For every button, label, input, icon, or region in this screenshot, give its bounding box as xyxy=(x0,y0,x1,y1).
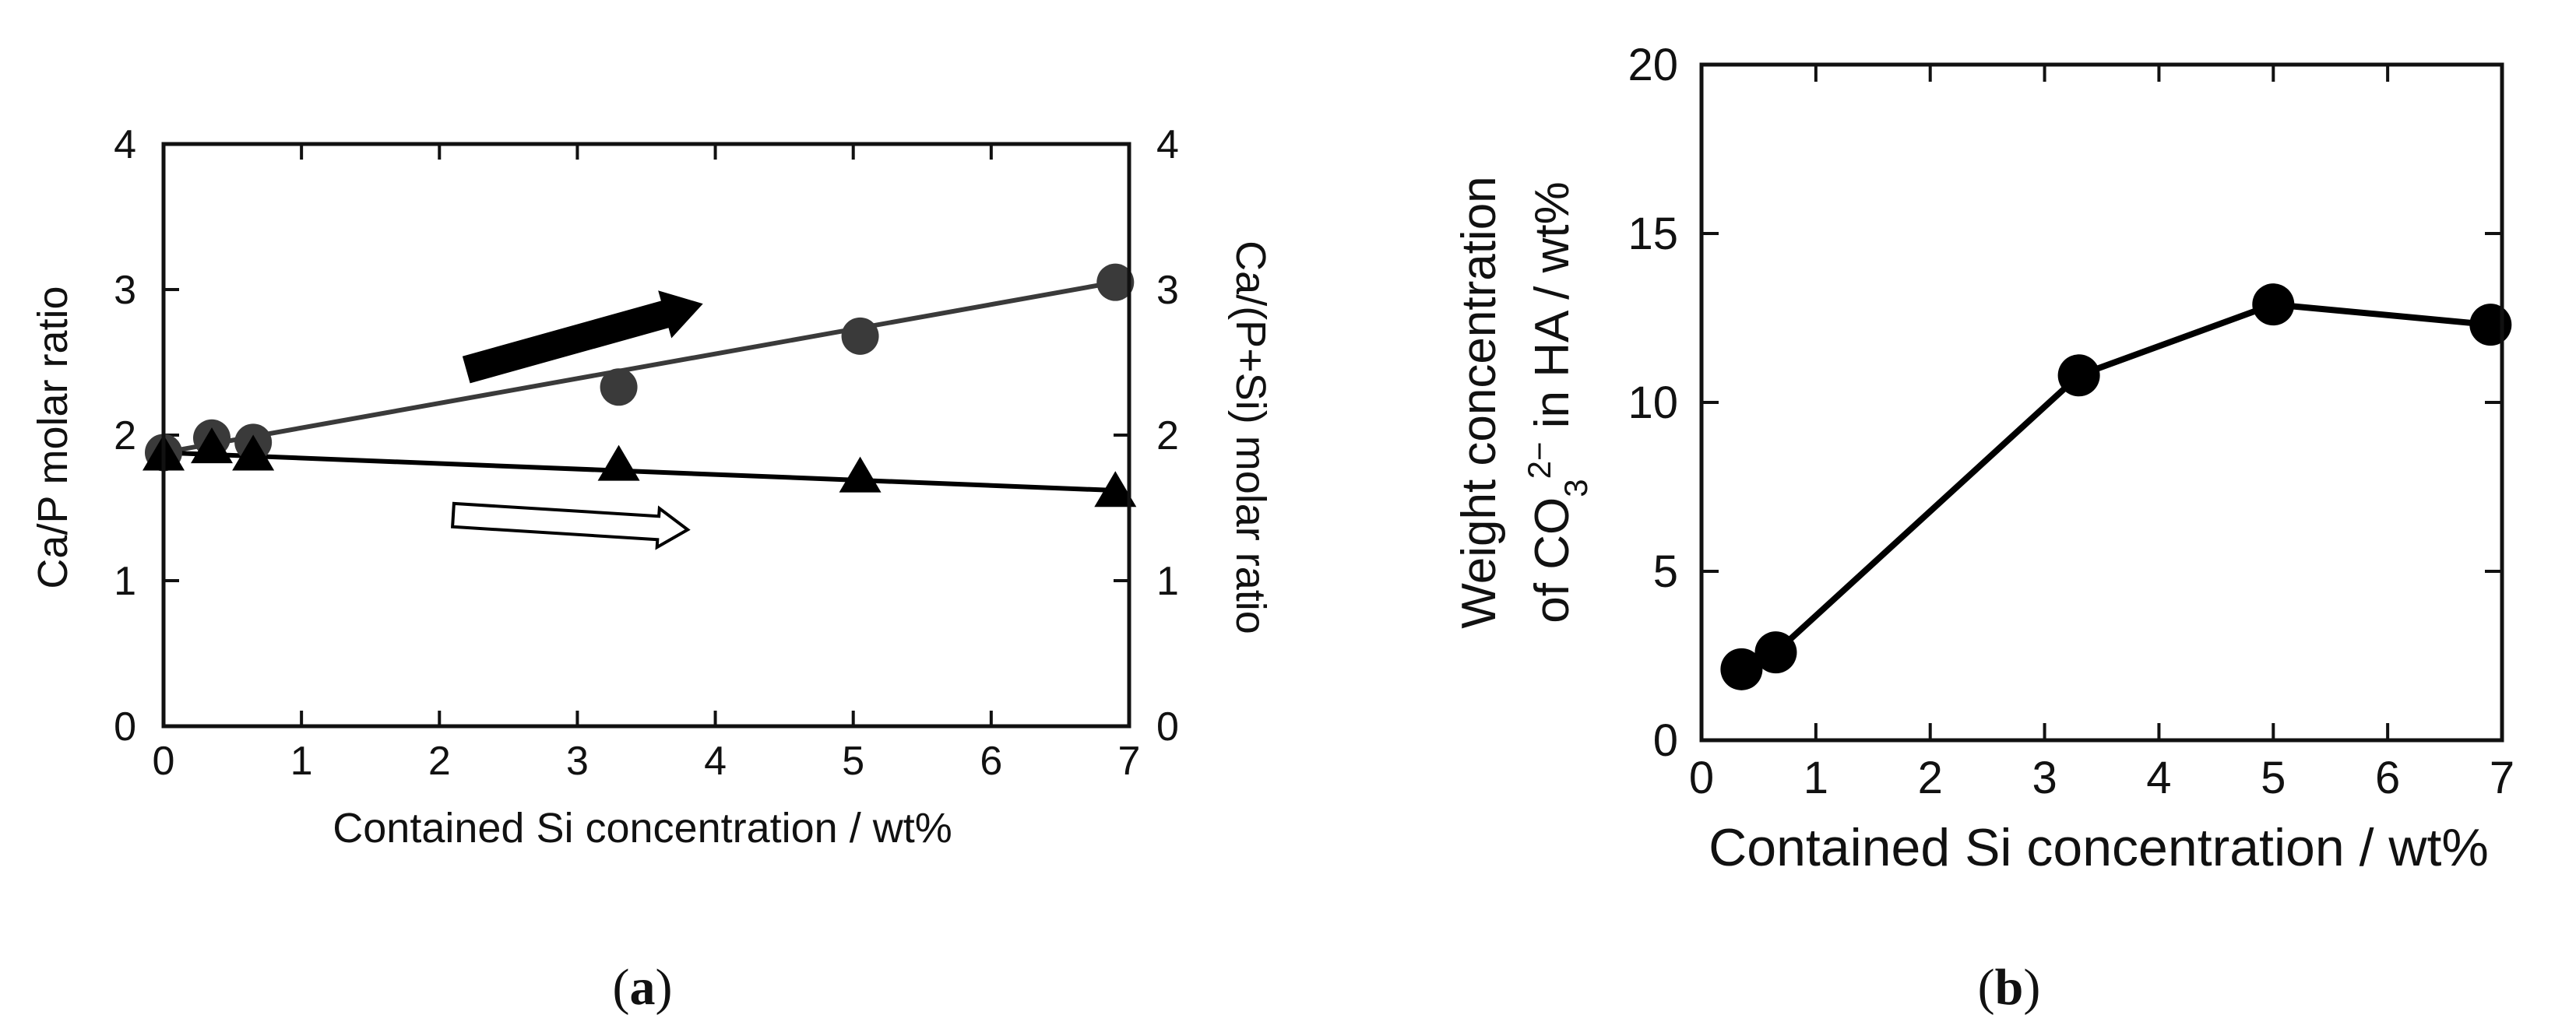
panel-b-point xyxy=(1720,648,1763,690)
panel-b-y-tick-label: 5 xyxy=(1653,546,1678,597)
panel-a-x-tick-label: 3 xyxy=(566,739,589,784)
panel-a-hollow-arrow xyxy=(450,501,691,550)
panel-b-x-tick-label: 6 xyxy=(2375,753,2400,803)
panel-b-markers xyxy=(1720,283,2512,690)
panel-a-right-y-tick-label: 2 xyxy=(1156,413,1179,458)
panel-a-x-tick-label: 6 xyxy=(980,739,1002,784)
panel-b-x-axis-label: Contained Si concentration / wt% xyxy=(1709,818,2489,877)
panel-a-right-y-tick-label: 0 xyxy=(1156,704,1179,750)
panel-b-point xyxy=(1754,631,1797,674)
panel-b-point xyxy=(2469,304,2512,346)
panel-b-ticks xyxy=(1700,63,2504,742)
panel-a-plot-frame xyxy=(161,142,1131,729)
panel-b: 0 1 2 3 4 5 6 7 0 5 10 15 20 Contained Si concentrat… xyxy=(1452,40,2514,1016)
panel-b-x-tick-label: 2 xyxy=(1918,753,1943,803)
panel-a-left-y-tick-label: 3 xyxy=(114,268,136,313)
panel-b-point xyxy=(2057,354,2100,397)
panel-a-x-tick-label: 2 xyxy=(428,739,451,784)
panel-a-left-y-tick-label: 0 xyxy=(114,704,136,750)
panel-a-filled-arrow xyxy=(462,290,703,384)
panel-b-x-tick-label: 1 xyxy=(1804,753,1828,803)
panel-b-y-tick-label: 0 xyxy=(1653,715,1678,766)
panel-b-x-tick-label: 0 xyxy=(1689,753,1714,803)
panel-a-x-tick-label: 7 xyxy=(1118,739,1141,784)
panel-b-series-line xyxy=(1740,301,2491,673)
panel-a-ca-p-point xyxy=(600,368,638,406)
panel-a-left-y-tick-label: 4 xyxy=(114,122,136,167)
panel-b-label: (b) xyxy=(1978,959,2041,1016)
panel-a-ca-p-si-fit-line xyxy=(163,450,1116,493)
panel-a-arrows xyxy=(450,290,703,550)
panel-a-ca-p-si-point xyxy=(839,456,882,493)
panel-b-tick-labels: 0 1 2 3 4 5 6 7 0 5 10 15 20 xyxy=(1628,40,2514,803)
panel-a-ca-p-point xyxy=(1096,263,1135,301)
panel-a-fit-lines xyxy=(163,279,1116,493)
panel-a-ca-p-si-point xyxy=(1094,471,1137,507)
panel-b-y-tick-label: 15 xyxy=(1628,209,1678,259)
panel-a-right-y-tick-label: 3 xyxy=(1156,268,1179,313)
panel-a-markers xyxy=(143,263,1137,507)
panel-a-right-y-tick-label: 1 xyxy=(1156,559,1179,604)
panel-a-ca-p-si-point xyxy=(232,434,275,471)
panel-b-y-tick-label: 20 xyxy=(1628,40,1678,90)
panel-b-plot-frame xyxy=(1699,62,2504,743)
panel-b-y-axis-label-line2: of CO32− in HA / wt% xyxy=(1521,181,1594,623)
panel-a-x-tick-label: 0 xyxy=(153,739,175,784)
panel-a-ca-p-si-point xyxy=(597,444,640,481)
panel-a-x-tick-label: 1 xyxy=(290,739,313,784)
panel-a-x-tick-label: 4 xyxy=(704,739,727,784)
panel-a-left-y-tick-label: 2 xyxy=(114,413,136,458)
panel-a-ticks xyxy=(162,142,1131,728)
panel-a-label: (a) xyxy=(613,959,673,1016)
panel-a-ca-p-point xyxy=(841,317,879,355)
panel-a-left-y-tick-label: 1 xyxy=(114,559,136,604)
panel-a-right-y-tick-label: 4 xyxy=(1156,122,1179,167)
panel-a-x-axis-label: Contained Si concentration / wt% xyxy=(333,805,952,852)
panel-b-y-axis-label-line1: Weight concentration xyxy=(1452,176,1506,628)
panel-b-x-tick-label: 3 xyxy=(2032,753,2057,803)
panel-a-left-y-axis-label: Ca/P molar ratio xyxy=(30,286,76,588)
panel-a-ca-p-fit-line xyxy=(163,279,1116,455)
panel-a-right-y-axis-label: Ca/(P+Si) molar ratio xyxy=(1227,241,1274,634)
panel-b-y-axis-label: Weight concentration of CO32− in HA / wt… xyxy=(1452,176,1594,628)
panel-b-x-tick-label: 4 xyxy=(2146,753,2171,803)
panel-b-line xyxy=(1740,301,2491,673)
panel-b-x-tick-label: 5 xyxy=(2261,753,2286,803)
panel-a-ca-p-si-point xyxy=(191,427,233,464)
panel-b-x-tick-label: 7 xyxy=(2490,753,2514,803)
panel-a-x-tick-label: 5 xyxy=(842,739,864,784)
panel-b-y-tick-label: 10 xyxy=(1628,378,1678,428)
panel-b-point xyxy=(2252,283,2295,326)
